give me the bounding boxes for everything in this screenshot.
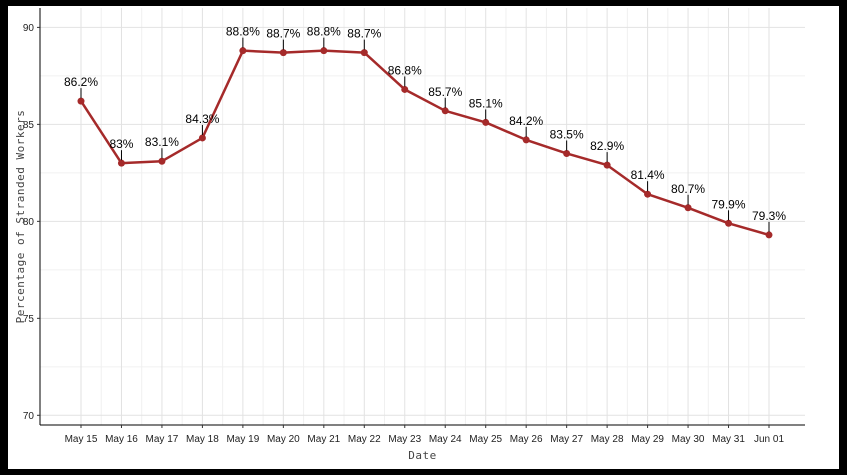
data-point — [522, 136, 530, 144]
x-tick-label: May 19 — [226, 434, 259, 445]
data-label: 82.9% — [590, 139, 624, 153]
data-point — [603, 161, 611, 169]
data-point — [765, 231, 773, 239]
series — [77, 47, 773, 239]
grid-major — [40, 8, 805, 425]
x-tick-label: May 16 — [105, 434, 138, 445]
data-label: 86.2% — [64, 75, 98, 89]
data-point — [158, 157, 166, 165]
x-tick-label: May 26 — [510, 434, 543, 445]
data-labels: 86.2% 83% 83.1% 84.3% 88.8% 88.7% 88.8% 88.7% 86… — [64, 25, 786, 232]
line-chart: 70 75 80 85 90 May 15 May 16 May 17 May 18 May 19… — [14, 8, 805, 462]
x-tick-label: May 15 — [65, 434, 98, 445]
tick-labels: 70 75 80 85 90 May 15 May 16 May 17 May 18 May 19… — [23, 23, 785, 445]
grid-minor — [40, 8, 805, 425]
x-tick-label: Jun 01 — [754, 434, 784, 445]
x-axis-title: Date — [408, 449, 437, 462]
data-label: 84.3% — [185, 112, 219, 126]
data-point — [644, 190, 652, 198]
data-point — [360, 49, 368, 57]
y-tick-label: 90 — [23, 23, 35, 34]
x-tick-label: May 30 — [672, 434, 705, 445]
data-label: 83.5% — [550, 127, 584, 141]
data-label: 88.8% — [307, 25, 341, 39]
x-tick-label: May 20 — [267, 434, 300, 445]
data-label: 79.9% — [712, 197, 746, 211]
data-label: 86.8% — [388, 63, 422, 77]
data-label: 81.4% — [631, 168, 665, 182]
series-line — [79, 49, 770, 237]
data-point — [725, 219, 733, 227]
data-label: 85.7% — [428, 85, 462, 99]
x-tick-label: May 29 — [631, 434, 664, 445]
axes — [39, 8, 805, 426]
data-point — [320, 47, 328, 55]
data-label: 83% — [109, 137, 133, 151]
y-tick-label: 80 — [23, 217, 35, 228]
y-tick-label: 70 — [23, 411, 35, 422]
x-tick-label: May 25 — [469, 434, 502, 445]
x-tick-label: May 31 — [712, 434, 745, 445]
data-label: 85.1% — [469, 96, 503, 110]
data-label: 83.1% — [145, 135, 179, 149]
data-label: 88.8% — [226, 25, 260, 39]
data-label: 84.2% — [509, 114, 543, 128]
x-tick-label: May 24 — [429, 434, 462, 445]
data-point — [77, 97, 85, 105]
data-point — [482, 118, 490, 126]
data-point — [117, 159, 125, 167]
data-point — [441, 107, 449, 115]
data-point — [279, 49, 287, 57]
data-point — [563, 149, 571, 157]
x-tick-label: May 23 — [388, 434, 421, 445]
data-point — [239, 47, 247, 55]
data-point — [684, 204, 692, 212]
y-tick-label: 85 — [23, 120, 35, 131]
data-label: 88.7% — [266, 27, 300, 41]
data-label: 79.3% — [752, 209, 786, 223]
y-axis-title: Percentage of Stranded Workers — [14, 110, 27, 324]
data-label: 88.7% — [347, 27, 381, 41]
data-label: 80.7% — [671, 182, 705, 196]
x-tick-label: May 22 — [348, 434, 381, 445]
x-tick-label: May 28 — [591, 434, 624, 445]
chart-frame: 70 75 80 85 90 May 15 May 16 May 17 May 18 May 19… — [8, 6, 839, 469]
x-tick-label: May 21 — [307, 434, 340, 445]
x-tick-label: May 17 — [146, 434, 179, 445]
data-point — [198, 134, 206, 142]
x-tick-label: May 18 — [186, 434, 219, 445]
x-tick-label: May 27 — [550, 434, 583, 445]
data-point — [401, 85, 409, 93]
y-tick-label: 75 — [23, 314, 35, 325]
